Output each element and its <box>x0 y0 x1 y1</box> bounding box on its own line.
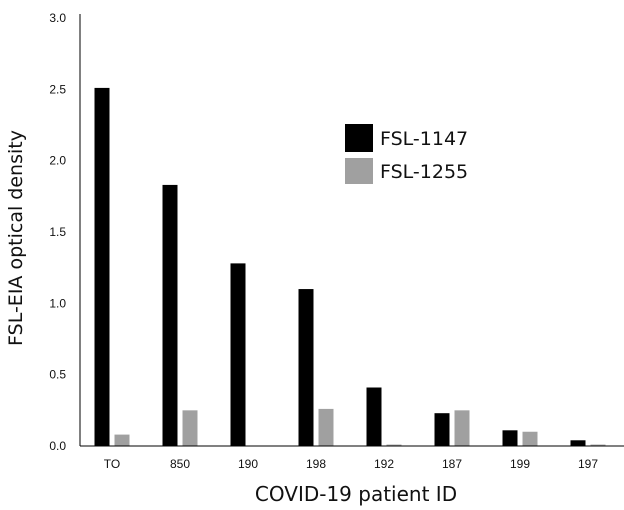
x-tick-label: 190 <box>238 457 258 471</box>
bar-fsl-1147-198 <box>298 289 314 446</box>
x-tick-label: 197 <box>578 457 598 471</box>
legend-label-fsl-1147: FSL-1147 <box>380 128 468 150</box>
bar-fsl-1147-to <box>94 87 110 446</box>
x-tick-label: 199 <box>510 457 530 471</box>
bar-fsl-1147-187 <box>434 413 450 446</box>
bar-fsl-1255-850 <box>182 410 198 446</box>
legend-label-fsl-1255: FSL-1255 <box>380 161 468 183</box>
bar-fsl-1147-850 <box>162 184 178 447</box>
bar-fsl-1255-192 <box>386 444 402 446</box>
x-axis-title: COVID-19 patient ID <box>255 482 457 506</box>
y-tick-label: 2.0 <box>49 154 66 168</box>
bar-fsl-1255-to <box>114 434 130 446</box>
x-tick-label: TO <box>104 457 120 471</box>
y-axis-ticks: 0.0 0.5 1.0 1.5 2.0 2.5 3.0 <box>49 11 66 453</box>
bar-fsl-1255-187 <box>454 410 470 446</box>
bar-fsl-1255-199 <box>522 431 538 446</box>
bar-fsl-1147-197 <box>570 440 586 446</box>
y-tick-label: 2.5 <box>49 82 66 96</box>
x-tick-label: 192 <box>374 457 394 471</box>
bar-fsl-1255-198 <box>318 408 334 446</box>
y-tick-label: 0.0 <box>49 439 66 453</box>
bar-fsl-1147-192 <box>366 387 382 446</box>
y-tick-label: 1.0 <box>49 296 66 310</box>
legend-swatch-fsl-1147 <box>345 124 373 152</box>
x-tick-label: 850 <box>170 457 190 471</box>
x-axis-ticks: TO 850 190 198 192 187 199 197 <box>104 457 599 471</box>
bar-fsl-1255-197 <box>590 444 606 446</box>
y-axis-title: FSL-EIA optical density <box>5 130 27 346</box>
x-tick-label: 187 <box>442 457 462 471</box>
bar-fsl-1147-199 <box>502 430 518 446</box>
legend: FSL-1147 FSL-1255 <box>345 124 468 184</box>
y-tick-label: 0.5 <box>49 368 66 382</box>
bars <box>94 87 606 447</box>
legend-swatch-fsl-1255 <box>345 158 373 184</box>
x-tick-label: 198 <box>306 457 326 471</box>
bar-fsl-1147-190 <box>230 263 246 446</box>
y-tick-label: 1.5 <box>49 225 66 239</box>
y-tick-label: 3.0 <box>49 11 66 25</box>
